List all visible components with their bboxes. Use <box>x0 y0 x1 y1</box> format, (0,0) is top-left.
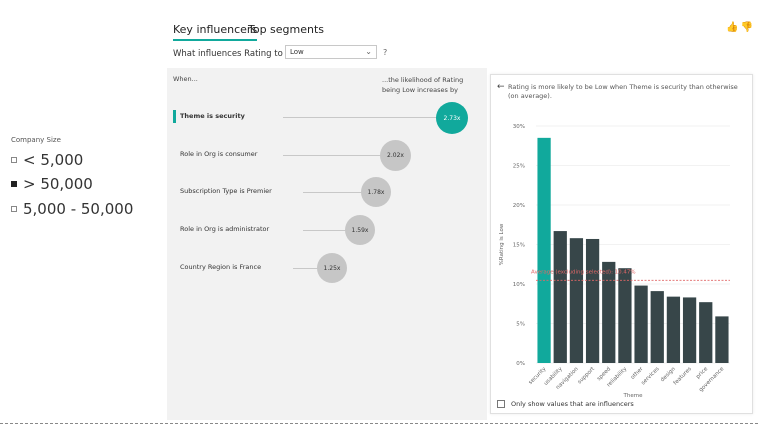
bar-governance <box>715 316 729 363</box>
slicer-item-5000-50000[interactable]: 5,000 - 50,000 <box>11 200 133 218</box>
x-tick-label: price <box>695 366 709 380</box>
y-tick-label: 5% <box>516 322 525 328</box>
influencer-row-premier[interactable]: Subscription Type is Premier 1.78x <box>173 177 483 207</box>
bar-navigation <box>569 238 584 363</box>
checkbox-icon[interactable] <box>11 157 17 163</box>
influencer-label: Subscription Type is Premier <box>180 187 272 195</box>
y-tick-label: 10% <box>513 282 525 288</box>
question-label: What influences Rating to be <box>173 49 297 59</box>
back-arrow-icon[interactable]: ← <box>497 82 505 92</box>
x-tick-label: services <box>640 366 660 386</box>
slicer-item-label: > 50,000 <box>23 175 93 193</box>
slicer-item-label: < 5,000 <box>23 151 84 169</box>
influencer-bubble[interactable]: 1.25x <box>317 253 347 283</box>
y-tick-label: 0% <box>516 361 525 367</box>
tab-key-influencers[interactable]: Key influencers <box>173 23 258 41</box>
bar-features <box>682 297 697 363</box>
influencer-bubble[interactable]: 1.59x <box>345 215 375 245</box>
influencer-row-administrator[interactable]: Role in Org is administrator 1.59x <box>173 215 483 245</box>
influencer-label: Role in Org is administrator <box>180 225 270 233</box>
bar-other <box>634 285 648 363</box>
influencer-line <box>303 192 363 193</box>
likelihood-label: ...the likelihood of Rating being Low in… <box>382 76 464 94</box>
y-tick-label: 15% <box>513 243 525 249</box>
dropdown-value: Low <box>290 48 304 56</box>
selection-indicator <box>173 110 176 123</box>
only-influencers-label: Only show values that are influencers <box>511 400 634 408</box>
influencers-panel <box>167 68 487 420</box>
slicer-item-gt-50000[interactable]: > 50,000 <box>11 175 93 193</box>
bar-usability <box>553 231 567 363</box>
bar-reliability <box>618 268 632 363</box>
influencer-line <box>303 230 348 231</box>
y-axis-label: %Rating is Low <box>499 223 505 265</box>
feedback-icons[interactable]: 👍👎 <box>726 22 755 33</box>
x-tick-label: features <box>673 366 693 386</box>
bar-design <box>666 296 681 363</box>
influencer-bubble[interactable]: 1.78x <box>361 177 391 207</box>
slicer-item-label: 5,000 - 50,000 <box>23 200 134 218</box>
only-influencers-toggle[interactable]: Only show values that are influencers <box>497 400 634 408</box>
page-divider <box>0 423 758 424</box>
influencer-row-consumer[interactable]: Role in Org is consumer 2.02x <box>173 140 483 171</box>
rating-dropdown[interactable]: Low ⌄ <box>285 45 377 59</box>
chevron-down-icon: ⌄ <box>365 47 372 56</box>
influencer-label: Theme is security <box>180 112 245 120</box>
influencer-row-security[interactable]: Theme is security 2.73x <box>173 102 483 134</box>
influencer-label: Country Region is France <box>180 263 262 271</box>
x-tick-label: support <box>577 366 597 386</box>
slicer-item-lt-5000[interactable]: < 5,000 <box>11 151 83 169</box>
influencer-line <box>283 117 441 118</box>
slicer-title: Company Size <box>11 136 61 144</box>
influencer-row-france[interactable]: Country Region is France 1.25x <box>173 253 483 283</box>
y-tick-label: 20% <box>513 203 525 209</box>
influencer-bubble[interactable]: 2.02x <box>380 140 411 171</box>
bar-services <box>650 291 664 363</box>
checkbox-checked-icon[interactable] <box>11 181 17 187</box>
y-tick-label: 30% <box>513 124 525 130</box>
influencer-line <box>283 155 383 156</box>
bar-price <box>699 302 713 363</box>
checkbox-icon[interactable] <box>11 206 17 212</box>
bar-support <box>585 238 600 363</box>
bar-security <box>537 137 551 363</box>
influencer-bubble[interactable]: 2.73x <box>436 102 468 134</box>
y-tick-label: 25% <box>513 164 525 170</box>
average-label: Average (excluding selected): 10.47% <box>531 269 636 275</box>
influencer-label: Role in Org is consumer <box>180 150 258 158</box>
influencer-line <box>293 268 318 269</box>
tab-top-segments[interactable]: Top segments <box>248 23 325 36</box>
x-axis-label: Theme <box>623 393 644 399</box>
theme-bar-chart: 0%5%10%15%20%25%30%securityusabilitynavi… <box>499 124 730 399</box>
help-icon[interactable]: ? <box>383 48 388 57</box>
when-label: When... <box>173 75 198 83</box>
detail-description: Rating is more likely to be Low when The… <box>508 83 738 100</box>
checkbox-icon[interactable] <box>497 400 505 408</box>
bar-speed <box>602 261 616 363</box>
